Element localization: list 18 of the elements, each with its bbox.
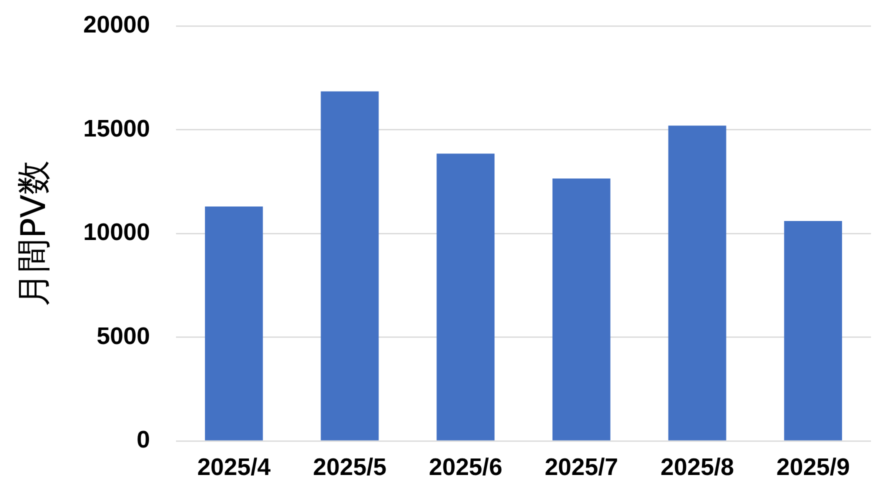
- bar: [784, 221, 842, 440]
- x-tick-label: 2025/5: [313, 454, 386, 482]
- y-tick-label: 20000: [83, 12, 150, 39]
- y-tick-label: 0: [136, 426, 150, 454]
- y-tick-label: 15000: [83, 115, 150, 142]
- x-tick-label: 2025/9: [776, 454, 850, 482]
- bar: [552, 178, 610, 440]
- bar: [436, 154, 495, 440]
- x-tick-label: 2025/4: [197, 454, 272, 482]
- bar: [204, 206, 263, 440]
- y-tick-label: 10000: [83, 219, 150, 246]
- x-tick-label: 2025/7: [544, 454, 618, 482]
- y-axis-title: 月間PV数: [14, 160, 54, 306]
- bar: [668, 126, 726, 440]
- x-tick-label: 2025/8: [660, 454, 734, 482]
- bar: [320, 91, 379, 440]
- x-tick-label: 2025/6: [428, 454, 502, 482]
- y-tick-label: 5000: [96, 322, 150, 350]
